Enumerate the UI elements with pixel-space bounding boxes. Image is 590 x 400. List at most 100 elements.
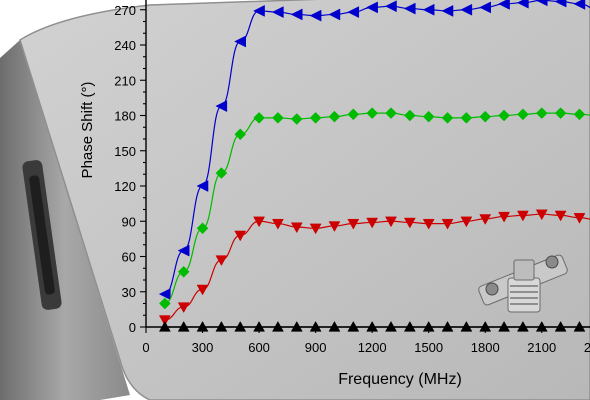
- device-port-inner: [29, 175, 55, 295]
- data-point: [479, 320, 492, 332]
- data-point: [422, 320, 435, 332]
- data-point: [196, 180, 209, 192]
- x-tick-label: 900: [305, 340, 327, 355]
- y-tick-label: 180: [114, 109, 136, 124]
- data-point: [196, 284, 209, 296]
- y-tick-label: 150: [114, 144, 136, 159]
- data-point: [498, 320, 511, 332]
- data-point: [573, 213, 586, 224]
- data-point: [328, 110, 341, 123]
- data-point: [535, 0, 548, 7]
- x-tick-label: 300: [192, 340, 214, 355]
- x-tick-label: 600: [248, 340, 270, 355]
- y-tick-label: 30: [122, 285, 136, 300]
- data-point: [253, 216, 266, 228]
- data-point: [309, 111, 322, 124]
- data-point: [328, 221, 341, 232]
- x-tick-label: 0: [142, 340, 149, 355]
- data-point: [403, 2, 416, 15]
- data-point: [385, 107, 397, 120]
- data-point: [441, 5, 454, 17]
- data-point: [516, 320, 529, 332]
- data-point: [177, 302, 190, 314]
- data-point: [554, 107, 567, 120]
- x-tick-label: 1200: [358, 340, 387, 355]
- data-point: [253, 320, 266, 332]
- data-point: [177, 244, 190, 257]
- data-point: [422, 3, 435, 16]
- data-point: [196, 320, 209, 332]
- data-point: [347, 6, 360, 19]
- data-point: [290, 113, 303, 125]
- series-1: [158, 107, 590, 310]
- data-point: [498, 0, 510, 10]
- data-point: [158, 297, 171, 310]
- data-point: [384, 0, 397, 13]
- data-point: [328, 8, 341, 21]
- data-point: [516, 210, 529, 222]
- data-point: [516, 0, 529, 9]
- series-2: [158, 209, 590, 326]
- data-point: [573, 320, 586, 332]
- y-tick-label: 60: [122, 250, 136, 265]
- y-tick-label: 240: [114, 38, 136, 53]
- data-point: [517, 108, 529, 121]
- y-tick-label: 90: [122, 214, 136, 229]
- data-point: [290, 222, 303, 234]
- data-point: [366, 217, 379, 229]
- data-point: [535, 320, 548, 332]
- data-point: [234, 128, 247, 141]
- data-point: [460, 320, 473, 332]
- y-axis-label: Phase Shift (°): [79, 82, 96, 179]
- data-point: [253, 5, 265, 17]
- data-point: [498, 109, 510, 122]
- x-tick-label: 2100: [527, 340, 556, 355]
- data-point: [554, 320, 567, 332]
- data-point: [328, 320, 341, 332]
- data-point: [535, 209, 548, 221]
- data-point: [479, 214, 492, 225]
- series-layer: [158, 0, 590, 332]
- data-point: [479, 1, 491, 14]
- data-point: [309, 9, 322, 22]
- data-point: [573, 0, 586, 10]
- x-tick-label: 2400: [584, 340, 590, 355]
- data-point: [234, 35, 246, 48]
- data-point: [271, 218, 284, 230]
- data-point: [290, 8, 303, 21]
- data-point: [366, 320, 379, 332]
- data-point: [309, 223, 322, 235]
- x-tick-label: 1500: [414, 340, 443, 355]
- y-tick-label: 270: [114, 3, 136, 18]
- data-point: [253, 111, 265, 124]
- data-point: [479, 110, 492, 123]
- data-point: [554, 0, 567, 8]
- data-point: [366, 1, 378, 14]
- data-point: [403, 109, 416, 122]
- device-side-edge: [0, 40, 130, 400]
- data-point: [385, 320, 397, 332]
- data-point: [535, 107, 548, 120]
- data-point: [158, 315, 171, 326]
- series-3: [158, 320, 590, 332]
- data-point: [403, 320, 416, 332]
- data-point: [309, 320, 322, 332]
- series-0: [158, 0, 590, 301]
- data-point: [215, 167, 228, 179]
- data-point: [272, 111, 284, 124]
- data-point: [215, 320, 228, 332]
- data-point: [460, 216, 473, 228]
- data-point: [158, 320, 171, 332]
- data-point: [347, 320, 360, 332]
- x-axis-label: Frequency (MHz): [338, 371, 462, 388]
- data-point: [271, 320, 284, 332]
- data-point: [196, 222, 209, 235]
- data-point: [290, 320, 303, 332]
- data-point: [158, 288, 171, 301]
- data-point: [177, 320, 190, 332]
- data-point: [441, 218, 454, 230]
- data-point: [441, 320, 454, 332]
- data-point: [460, 111, 473, 124]
- y-tick-label: 0: [129, 320, 136, 335]
